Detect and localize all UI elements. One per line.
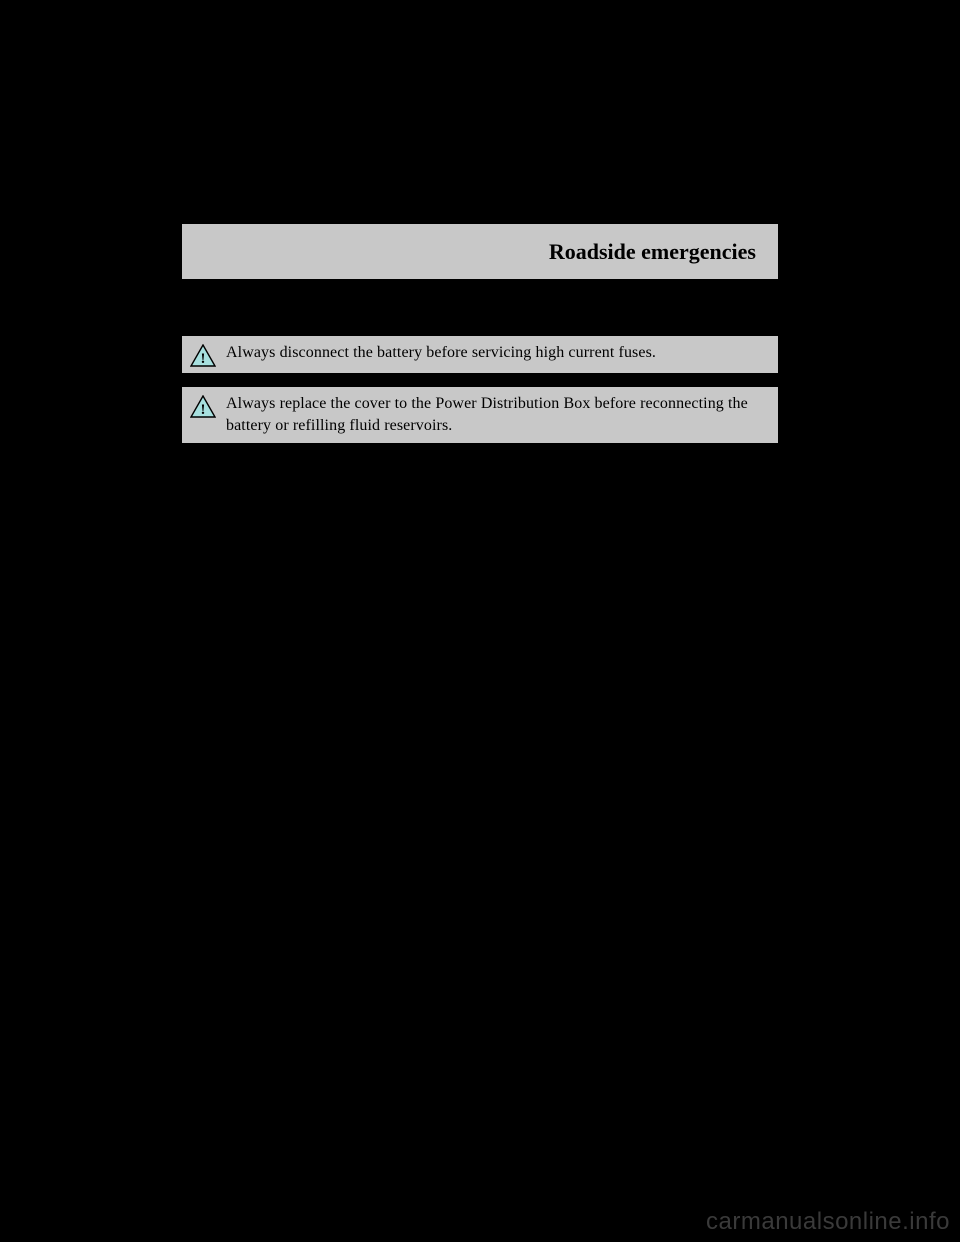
diagram-label: 4 — [536, 598, 544, 615]
diagram-label: 6 — [416, 598, 424, 615]
warning-box-2: ! Always replace the cover to the Power … — [182, 387, 778, 442]
warning-box-1: ! Always disconnect the battery before s… — [182, 336, 778, 373]
table-cell: 3 — [183, 914, 290, 945]
svg-text:!: ! — [201, 402, 206, 418]
post-warning-text: If the battery has been disconnected and… — [182, 459, 778, 504]
fuse-box-diagram: 2 1 6 5 4 3 9 10 7 8 12 11 — [182, 517, 778, 787]
warning-text-2: Always replace the cover to the Power Di… — [226, 393, 770, 436]
table-header-row: Fuse/RelayLocation Fuse AmpRating Descri… — [183, 800, 778, 852]
warning-icon: ! — [190, 395, 216, 418]
table-header: Fuse/RelayLocation — [183, 800, 290, 852]
table-cell: Anti-lock Brake System (ABS) module (pum… — [385, 883, 778, 914]
diagram-label: 10 — [438, 691, 455, 708]
warning-text-1: Always disconnect the battery before ser… — [226, 342, 656, 364]
diagram-label: 8 — [557, 704, 565, 721]
table-cell: 40A** — [290, 883, 385, 914]
watermark: carmanualsonline.info — [706, 1208, 950, 1236]
diagram-label: 12 — [444, 739, 461, 756]
svg-text:!: ! — [201, 351, 206, 367]
fuse-table: Fuse/RelayLocation Fuse AmpRating Descri… — [182, 799, 778, 977]
table-row: 2 40A** Anti-lock Brake System (ABS) mod… — [183, 883, 778, 914]
table-cell: Low speed cooling fan — [385, 851, 778, 882]
diagram-label: 2 — [296, 598, 304, 615]
page-number: 129 — [754, 1132, 778, 1150]
table-cell: 2 — [183, 883, 290, 914]
table-cell: 40A** — [290, 851, 385, 882]
table-cell: High speed cooling fan — [385, 945, 778, 976]
diagram-label: 7 — [557, 676, 565, 693]
section-title: Roadside emergencies — [549, 239, 756, 265]
warning-icon: ! — [190, 344, 216, 367]
table-row: 1 40A** Low speed cooling fan — [183, 851, 778, 882]
table-row: 3 40A** Blower motor — [183, 914, 778, 945]
table-header: Description — [385, 800, 778, 852]
table-cell: 1 — [183, 851, 290, 882]
diagram-label: 5 — [470, 598, 478, 615]
diagram-label: 11 — [556, 739, 572, 756]
diagram-label: 1 — [350, 598, 358, 615]
section-header: Roadside emergencies — [182, 224, 778, 279]
intro-text: The high-current fuses are coded as foll… — [182, 300, 778, 322]
diagram-label: 3 — [590, 598, 598, 615]
table-header: Fuse AmpRating — [290, 800, 385, 852]
table-cell: Blower motor — [385, 914, 778, 945]
table-cell: 40A** — [290, 914, 385, 945]
table-cell: 40A** — [290, 945, 385, 976]
diagram-label: 9 — [337, 698, 345, 715]
table-cell: 4 — [183, 945, 290, 976]
table-row: 4 40A** High speed cooling fan — [183, 945, 778, 976]
